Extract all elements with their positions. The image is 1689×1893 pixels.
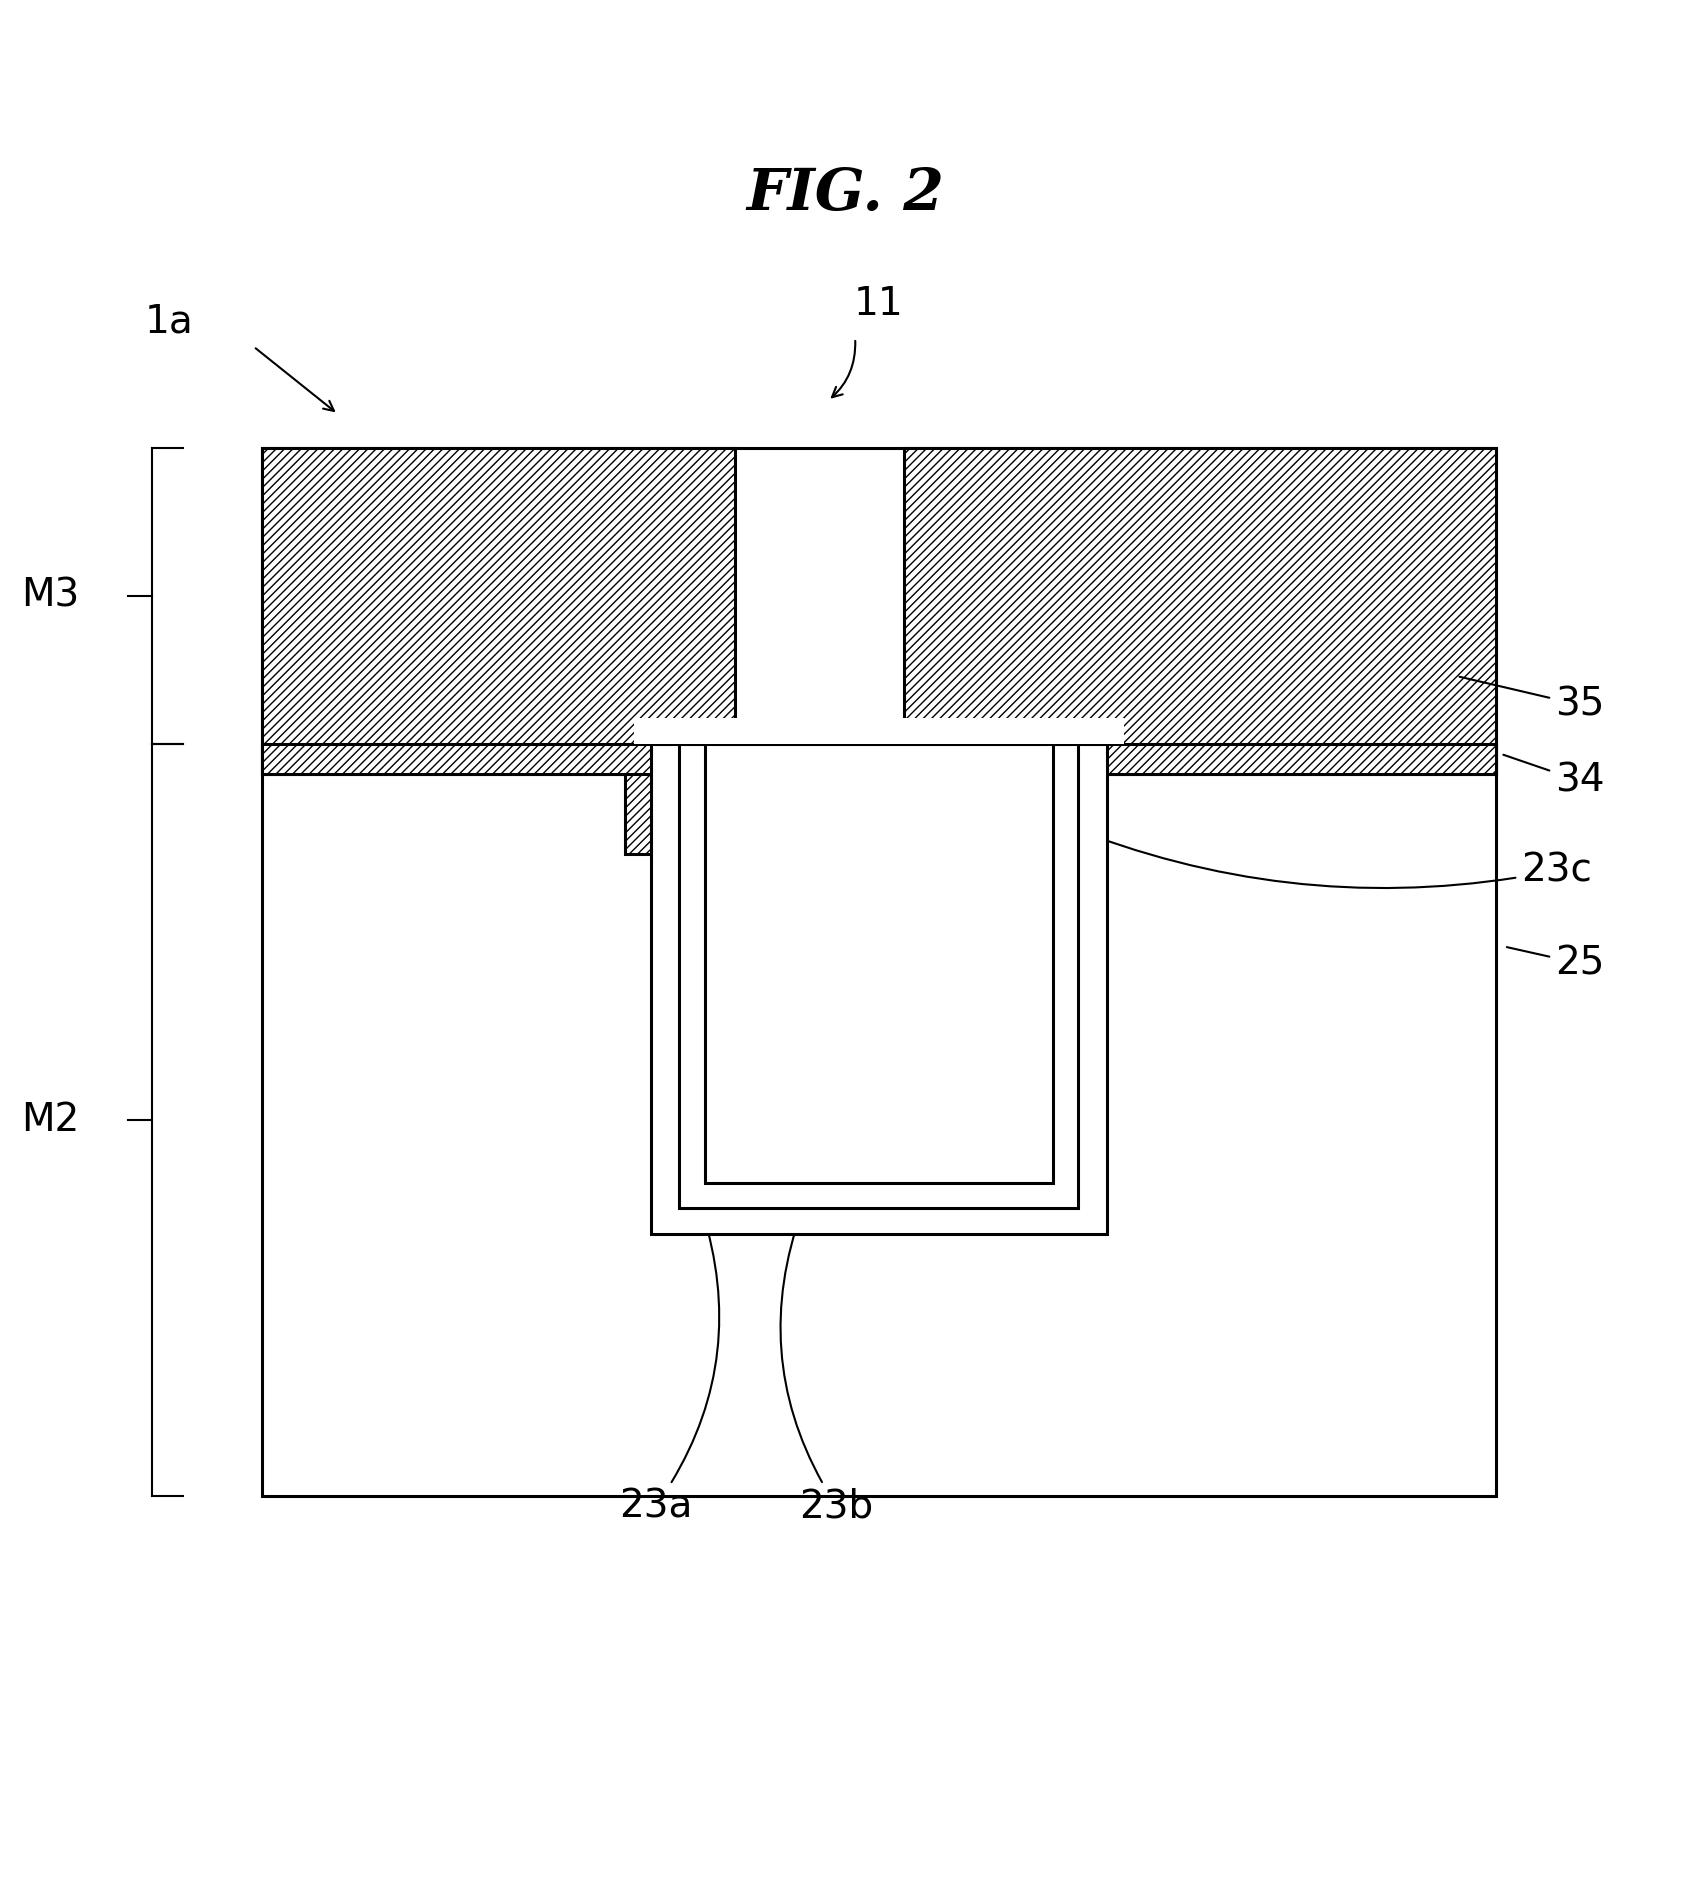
Bar <box>704 744 1052 1183</box>
Text: 23a: 23a <box>618 1212 720 1526</box>
Text: M2: M2 <box>22 1100 79 1140</box>
Text: 1a: 1a <box>145 303 193 341</box>
Bar <box>262 744 1495 774</box>
Bar <box>650 744 1106 1234</box>
Text: 11: 11 <box>853 286 904 324</box>
Text: 23b: 23b <box>780 1212 873 1526</box>
Text: FIG. 2: FIG. 2 <box>745 167 944 223</box>
Text: M3: M3 <box>22 577 79 615</box>
Text: 25: 25 <box>1507 945 1603 982</box>
Bar <box>262 449 1495 1495</box>
Polygon shape <box>262 449 735 854</box>
Text: 35: 35 <box>1459 676 1603 723</box>
Text: 34: 34 <box>1503 755 1603 801</box>
Bar <box>679 744 1078 1208</box>
Bar <box>633 717 1123 744</box>
Polygon shape <box>904 449 1495 854</box>
Text: 23c: 23c <box>1067 825 1591 890</box>
